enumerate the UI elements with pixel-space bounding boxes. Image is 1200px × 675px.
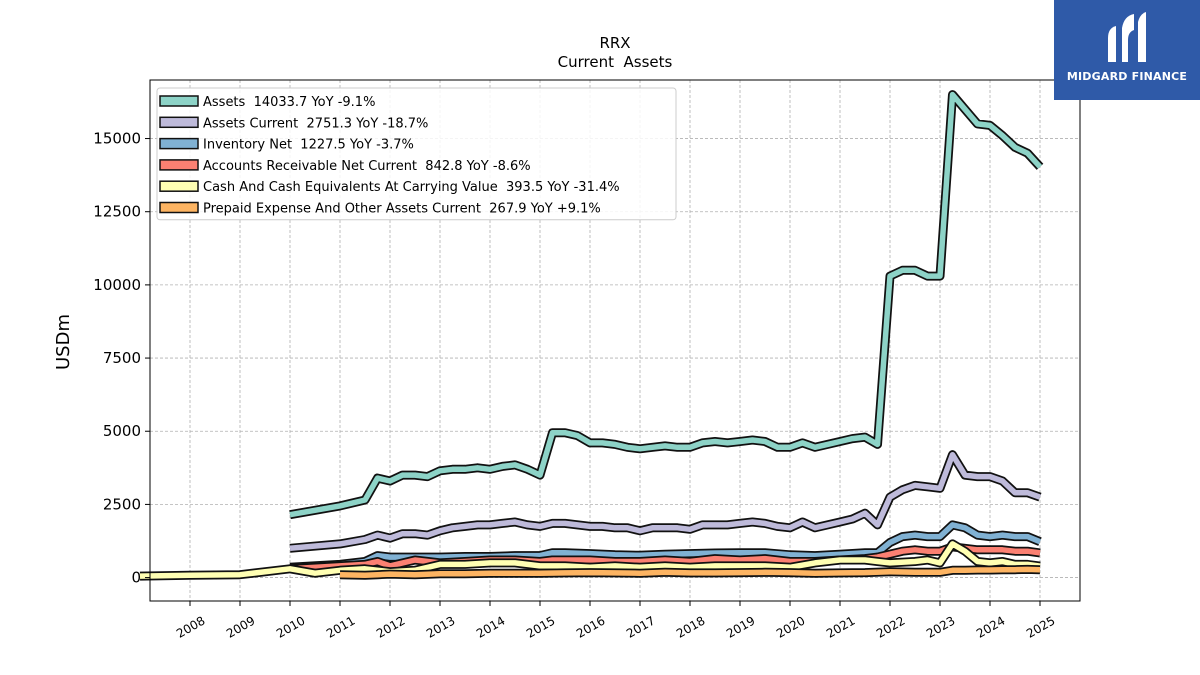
legend-swatch-4	[159, 180, 199, 192]
x-tick-label: 2021	[824, 613, 857, 640]
logo-mark-icon	[1108, 12, 1146, 62]
y-tick-label: 12500	[93, 203, 141, 221]
plot-frame	[149, 79, 1081, 602]
legend-swatch-1	[159, 116, 199, 129]
x-tick-label: 2023	[924, 613, 957, 640]
series-line-2	[289, 522, 1042, 571]
x-tick-label: 2024	[974, 613, 1007, 640]
x-tick-label: 2009	[224, 613, 257, 640]
series-line-5	[339, 566, 1041, 578]
x-tick-label: 2013	[424, 613, 457, 640]
x-tick-label: 2012	[374, 613, 407, 640]
legend-swatch-0	[159, 95, 199, 107]
x-tick-label: 2015	[524, 613, 557, 640]
y-tick-label: 15000	[93, 130, 141, 148]
legend-swatch-2	[159, 137, 199, 150]
x-tick-label: 2014	[474, 613, 507, 640]
y-tick-label: 0	[131, 569, 141, 587]
legend-label-4: Cash And Cash Equivalents At Carrying Va…	[203, 180, 620, 195]
legend-label-5: Prepaid Expense And Other Assets Current…	[203, 202, 601, 217]
y-tick-label: 10000	[93, 276, 141, 294]
legend-swatch-3	[159, 159, 199, 171]
y-tick-label: 2500	[103, 495, 141, 513]
series-line-1	[289, 451, 1041, 552]
x-tick-label: 2025	[1024, 613, 1057, 640]
x-tick-label: 2011	[324, 613, 357, 640]
x-tick-label: 2018	[674, 613, 707, 640]
x-tick-label: 2010	[274, 613, 307, 640]
brand-logo: MIDGARD FINANCE	[1054, 0, 1200, 100]
x-tick-label: 2019	[724, 613, 757, 640]
chart-title: RRX	[599, 34, 630, 52]
legend-label-2: Inventory Net 1227.5 YoY -3.7%	[203, 138, 414, 153]
plot-area: 0 2500 5000 7500 10000 12500 15000 2008 2009 2010…	[93, 79, 1081, 641]
y-axis-label: USDm	[53, 314, 74, 370]
legend: Assets 14033.7 YoY -9.1% Assets Current 2…	[156, 87, 677, 221]
x-tick-label: 2008	[174, 613, 207, 640]
x-tick-label: 2016	[574, 613, 607, 640]
x-tick-label: 2022	[874, 613, 907, 640]
logo-text: MIDGARD FINANCE	[1066, 70, 1188, 83]
series-line-0	[289, 91, 1043, 518]
legend-label-1: Assets Current 2751.3 YoY -18.7%	[203, 116, 428, 131]
legend-label-0: Assets 14033.7 YoY -9.1%	[203, 95, 375, 110]
y-tick-label: 7500	[103, 349, 141, 367]
x-tick-label: 2020	[774, 613, 807, 640]
y-tick-label: 5000	[103, 422, 141, 440]
legend-swatch-5	[159, 201, 199, 214]
legend-box	[156, 87, 677, 221]
chart-subtitle: Current Assets	[558, 53, 673, 71]
legend-label-3: Accounts Receivable Net Current 842.8 Yo…	[203, 159, 531, 174]
x-tick-label: 2017	[624, 613, 657, 640]
